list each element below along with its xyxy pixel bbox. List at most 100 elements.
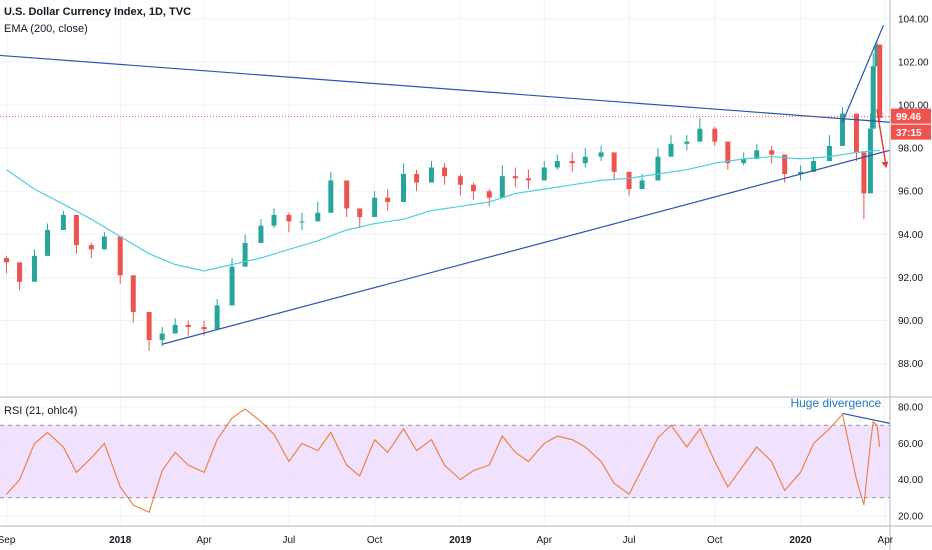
time-tick-label: Jul	[623, 535, 636, 546]
price-tick-label: 88.00	[898, 359, 923, 370]
candle-body	[499, 176, 505, 198]
price-tick-label: 92.00	[898, 273, 923, 284]
candle-body	[315, 212, 321, 222]
candle-body	[611, 152, 617, 172]
trendlines	[0, 25, 891, 345]
candle-body	[299, 221, 305, 223]
chart-title: U.S. Dollar Currency Index, 1D, TVC	[4, 6, 192, 18]
candle-body	[853, 113, 859, 153]
candle-body	[867, 128, 873, 194]
candle-body	[811, 161, 817, 172]
candle-body	[414, 173, 420, 183]
candle-body	[798, 171, 804, 174]
candle-body	[242, 242, 248, 267]
candle-body	[385, 197, 391, 202]
time-tick-label: Oct	[367, 535, 383, 546]
candle-body	[826, 145, 832, 162]
candle-body	[60, 214, 66, 231]
candle-body	[870, 66, 876, 129]
candle-body	[271, 214, 277, 226]
candle-body	[201, 327, 207, 330]
ema-line	[6, 149, 880, 272]
time-tick-label: Apr	[536, 535, 552, 546]
candle-body	[639, 180, 645, 190]
rsi-legend: RSI (21, ohlc4)	[4, 405, 78, 417]
candle-body	[45, 230, 51, 256]
candle-body	[684, 141, 690, 144]
time-tick-label: Oct	[707, 535, 723, 546]
candle-body	[146, 311, 152, 340]
candles	[4, 40, 883, 351]
price-badges: 99.46 37:15	[891, 108, 931, 140]
candle-body	[17, 262, 23, 282]
candle-body	[655, 156, 661, 181]
last-price-value: 99.46	[896, 112, 921, 123]
candle-body	[877, 44, 883, 118]
ascending-trendline	[162, 149, 891, 345]
rsi-polyline	[6, 408, 881, 514]
rsi-tick-label: 40.00	[898, 475, 923, 486]
candle-body	[344, 180, 350, 209]
countdown-value: 37:15	[896, 128, 922, 139]
price-tick-label: 90.00	[898, 316, 923, 327]
ema-legend: EMA (200, close)	[4, 23, 88, 35]
ema-polyline	[6, 149, 880, 272]
candle-body	[31, 255, 37, 282]
countdown-badge	[891, 124, 931, 140]
steep-trendline	[841, 25, 885, 123]
rsi-band	[0, 424, 890, 499]
time-tick-label: 2018	[109, 535, 132, 546]
candle-body	[88, 245, 94, 250]
price-tick-label: 96.00	[898, 187, 923, 198]
candle-body	[839, 113, 845, 146]
candle-body	[569, 161, 575, 164]
candle-body	[229, 266, 235, 306]
price-tick-label: 98.00	[898, 144, 923, 155]
candle-body	[541, 167, 547, 181]
candle-body	[357, 208, 363, 218]
candle-body	[668, 143, 674, 157]
candle-body	[769, 150, 775, 155]
time-tick-label: 2019	[449, 535, 472, 546]
candle-body	[4, 258, 10, 263]
price-tick-label: 102.00	[898, 57, 929, 68]
candle-body	[73, 214, 79, 246]
candle-body	[258, 225, 264, 243]
candle-body	[598, 152, 604, 157]
candle-body	[754, 150, 760, 159]
rsi-tick-label: 20.00	[898, 511, 923, 522]
candle-body	[782, 154, 788, 174]
candle-body	[172, 324, 178, 334]
candle-body	[741, 158, 747, 164]
rsi-tick-label: 60.00	[898, 439, 923, 450]
last-price-badge	[891, 108, 931, 124]
candle-body	[874, 44, 880, 67]
price-tick-label: 94.00	[898, 230, 923, 241]
candle-body	[554, 161, 560, 168]
candle-body	[101, 236, 107, 250]
candle-body	[328, 180, 334, 213]
projection-arrow	[876, 109, 887, 168]
time-tick-label: Apr	[878, 535, 894, 546]
candle-body	[130, 275, 136, 312]
candle-body	[185, 324, 191, 328]
candle-body	[486, 191, 492, 198]
candle-body	[401, 173, 407, 202]
candle-body	[442, 167, 448, 177]
rsi-line: Huge divergence	[6, 396, 891, 514]
candle-body	[470, 184, 476, 192]
candle-body	[626, 171, 632, 190]
candle-body	[861, 152, 867, 194]
candle-body	[214, 305, 220, 330]
time-tick-label: Apr	[196, 535, 212, 546]
rsi-tick-label: 80.00	[898, 403, 923, 414]
time-tick-label: Jul	[283, 535, 296, 546]
divergence-annotation: Huge divergence	[790, 396, 881, 410]
candle-body	[697, 128, 703, 142]
candle-body	[525, 178, 531, 181]
candle-body	[457, 176, 463, 185]
candle-body	[512, 176, 518, 179]
